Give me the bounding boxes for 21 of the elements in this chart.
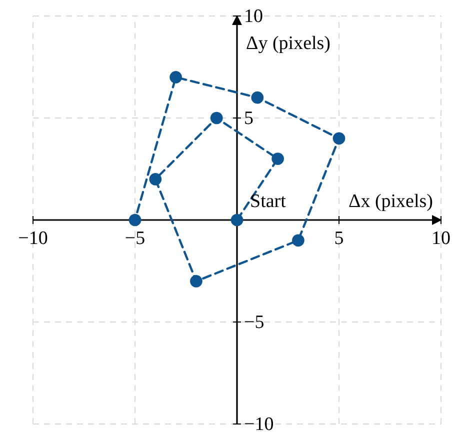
y-tick-label: 5 <box>244 108 254 129</box>
point <box>210 112 223 124</box>
x-tick-label: 5 <box>334 228 344 249</box>
point <box>292 234 304 247</box>
annotation: Start <box>250 191 287 212</box>
y-tick-label: −5 <box>244 312 264 333</box>
x-tick-label: −5 <box>124 228 146 249</box>
point <box>272 152 284 165</box>
point <box>251 91 264 104</box>
y-tick-label: 10 <box>244 6 263 27</box>
x-tick-label: −10 <box>18 228 48 249</box>
y-tick-label: −10 <box>244 414 274 434</box>
point <box>332 132 346 145</box>
x-axis-title: Δx (pixels) <box>348 191 433 212</box>
point <box>128 214 142 226</box>
point <box>230 214 244 226</box>
point <box>170 71 182 84</box>
point <box>149 173 162 186</box>
point <box>190 275 202 288</box>
y-axis-title: Δy (pixels) <box>246 33 331 54</box>
x-tick-label: 10 <box>432 228 450 249</box>
